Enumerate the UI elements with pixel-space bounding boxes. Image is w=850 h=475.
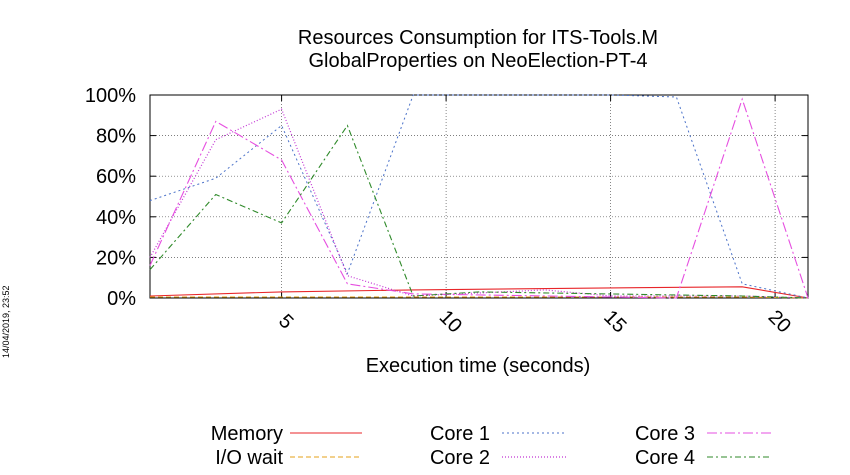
y-tick-label: 0% <box>107 288 136 310</box>
legend-label-core-3: Core 3 <box>635 423 695 445</box>
plot-frame <box>149 94 809 299</box>
axis-ticks: 0% 20% 40% 60% 80% 100% 5 10 15 20 <box>85 85 808 337</box>
series-line-core-2 <box>149 108 809 299</box>
y-tick-label: 80% <box>96 126 136 148</box>
chart-title-line-1: Resources Consumption for ITS-Tools.M <box>298 27 658 49</box>
x-axis-label: Execution time (seconds) <box>366 355 591 377</box>
x-tick-label: 5 <box>274 310 297 333</box>
legend-label-memory: Memory <box>211 423 283 445</box>
chart-title: Resources Consumption for ITS-Tools.M Gl… <box>298 27 658 72</box>
legend-label-core-2: Core 2 <box>430 447 490 469</box>
legend-label-core-1: Core 1 <box>430 423 490 445</box>
series-line-core-4 <box>149 124 809 299</box>
legend-label-i-o-wait: I/O wait <box>215 447 283 469</box>
x-tick-label: 20 <box>764 306 795 337</box>
legend-label-core-4: Core 4 <box>635 447 695 469</box>
y-tick-label: 60% <box>96 166 136 188</box>
x-tick-label: 15 <box>599 306 630 337</box>
series-line-core-1 <box>149 94 809 299</box>
y-tick-label: 20% <box>96 247 136 269</box>
x-tick-label: 10 <box>435 306 466 337</box>
grid <box>150 95 808 298</box>
y-tick-label: 100% <box>85 85 136 107</box>
chart-title-line-2: GlobalProperties on NeoElection-PT-4 <box>308 50 647 72</box>
series-line-memory <box>149 286 809 299</box>
side-timestamp-label: 14/04/2019, 23:52 <box>1 285 11 358</box>
y-tick-label: 40% <box>96 207 136 229</box>
series-layer <box>149 94 809 299</box>
series-line-core-3 <box>149 97 809 299</box>
